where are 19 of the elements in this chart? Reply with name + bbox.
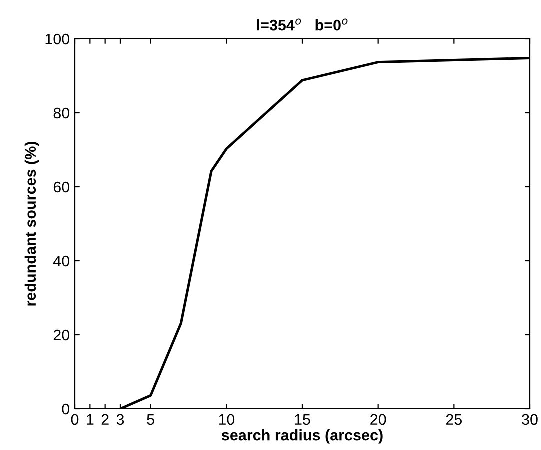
y-tick-label: 100: [46, 34, 70, 45]
y-tick-label: 20: [54, 330, 70, 341]
y-tick-label: 40: [54, 256, 70, 267]
y-tick-label: 60: [54, 182, 70, 193]
x-tick-label: 20: [370, 414, 386, 426]
x-tick-label: 25: [446, 414, 462, 426]
x-tick-label: 5: [147, 414, 154, 426]
y-axis-title: redundant sources (%): [24, 142, 40, 306]
x-tick-label: 15: [295, 414, 310, 426]
chart-title: l=354$^{o}$ b=0$^{o}$: [257, 18, 348, 31]
x-tick-label: 3: [116, 414, 124, 426]
x-tick-label: 10: [219, 414, 235, 426]
x-tick-label: 1: [87, 414, 94, 425]
x-axis-title: search radius (arcsec): [222, 429, 383, 444]
x-tick-label: 2: [102, 414, 109, 425]
y-tick-label: 80: [54, 108, 70, 119]
x-tick-label: 0: [71, 414, 79, 426]
y-tick-label: 0: [62, 404, 70, 415]
x-tick-label: 30: [522, 414, 538, 426]
